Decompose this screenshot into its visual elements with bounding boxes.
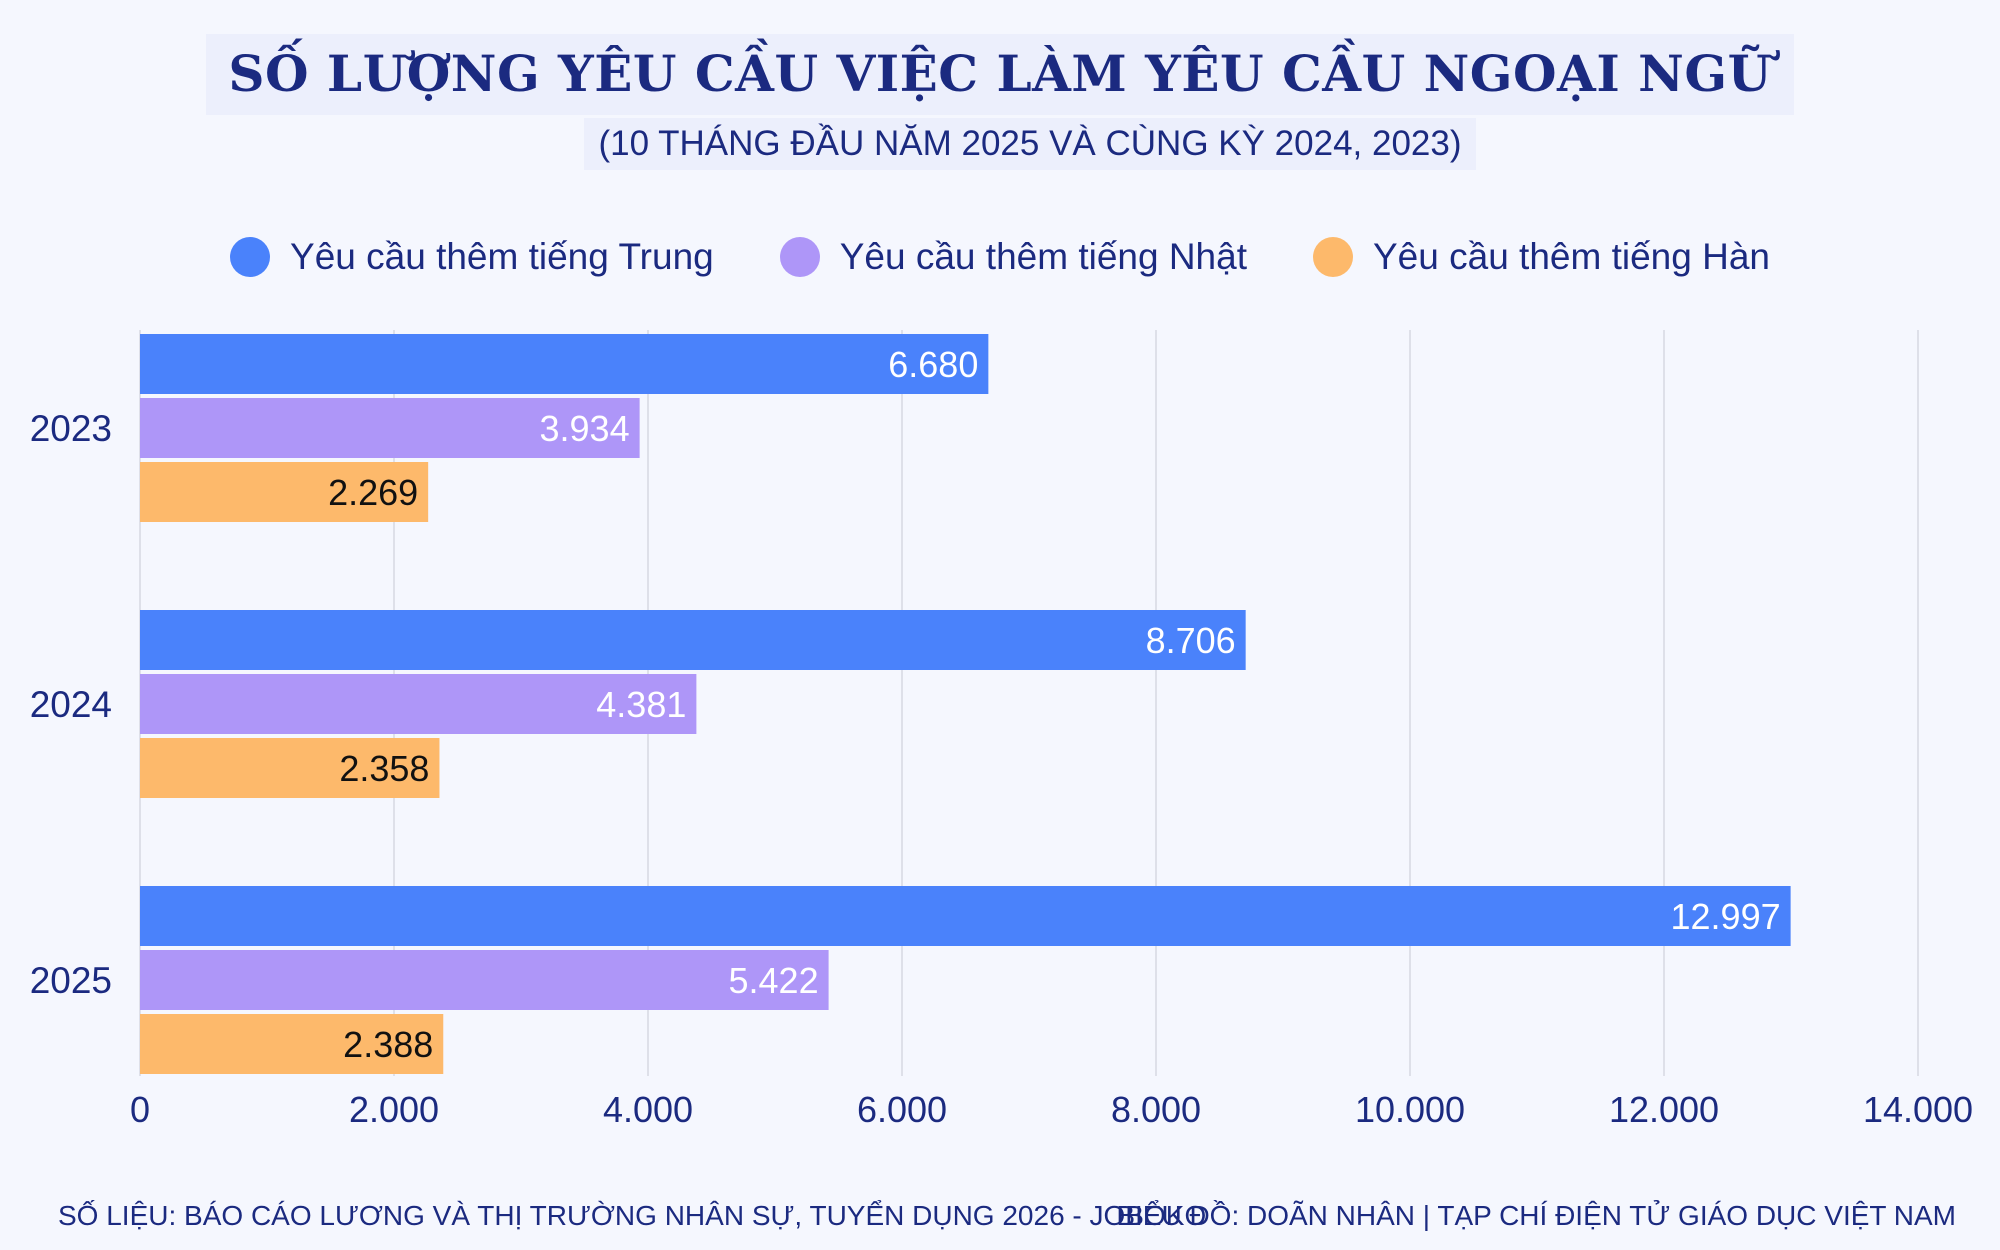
bar: [140, 1014, 444, 1074]
bar: [140, 398, 640, 458]
legend-label-han: Yêu cầu thêm tiếng Hàn: [1373, 236, 1770, 277]
x-tick-label: 0: [130, 1089, 150, 1130]
legend-label-nhat: Yêu cầu thêm tiếng Nhật: [839, 236, 1247, 277]
y-category-label: 2025: [30, 960, 112, 1001]
x-tick-label: 12.000: [1609, 1089, 1719, 1130]
bar-value-label: 4.381: [596, 684, 686, 725]
footer-source: SỐ LIỆU: BÁO CÁO LƯƠNG VÀ THỊ TRƯỜNG NHÂ…: [58, 1200, 1207, 1231]
x-tick-label: 8.000: [1111, 1089, 1201, 1130]
legend-swatch-trung: [230, 237, 271, 277]
bar: [140, 334, 989, 394]
footer-credit: BIỂU ĐỒ: DOÃN NHÂN | TẠP CHÍ ĐIỆN TỬ GIÁ…: [1116, 1200, 1956, 1231]
bar-value-label: 2.269: [328, 472, 418, 513]
title-block: SỐ LƯỢNG YÊU CẦU VIỆC LÀM YÊU CẦU NGOẠI …: [0, 34, 2000, 115]
x-tick-label: 4.000: [603, 1089, 693, 1130]
bar-value-label: 12.997: [1671, 896, 1781, 937]
legend-swatch-nhat: [779, 237, 820, 277]
bar-chart: 0 2.000 4.000 6.000 8.000 10.000 12.000 14.000 6…: [30, 330, 1973, 1130]
x-tick-label: 14.000: [1863, 1089, 1973, 1130]
chart-subtitle: (10 THÁNG ĐẦU NĂM 2025 VÀ CÙNG KỲ 2024, …: [584, 118, 1476, 170]
x-tick-label: 6.000: [857, 1089, 947, 1130]
chart-title: SỐ LƯỢNG YÊU CẦU VIỆC LÀM YÊU CẦU NGOẠI …: [206, 34, 1794, 115]
bar-value-label: 6.680: [888, 344, 978, 385]
bar: [140, 950, 829, 1010]
bar: [140, 674, 697, 734]
y-category-label: 2024: [30, 684, 112, 725]
bar-value-label: 8.706: [1146, 620, 1236, 661]
bar: [140, 886, 1791, 946]
bar: [140, 738, 440, 798]
x-tick-label: 10.000: [1355, 1089, 1465, 1130]
legend-item-han: Yêu cầu thêm tiếng Hàn: [1313, 236, 1770, 278]
bar-value-label: 3.934: [540, 408, 630, 449]
legend-item-trung: Yêu cầu thêm tiếng Trung: [230, 236, 714, 278]
y-category-label: 2023: [30, 408, 112, 449]
bar-value-label: 2.358: [339, 748, 429, 789]
bar: [140, 462, 429, 522]
bar-value-label: 5.422: [729, 960, 819, 1001]
legend-item-nhat: Yêu cầu thêm tiếng Nhật: [779, 236, 1247, 278]
subtitle-block: (10 THÁNG ĐẦU NĂM 2025 VÀ CÙNG KỲ 2024, …: [0, 118, 2000, 170]
legend-label-trung: Yêu cầu thêm tiếng Trung: [290, 236, 714, 277]
bar: [140, 610, 1246, 670]
legend: Yêu cầu thêm tiếng Trung Yêu cầu thêm ti…: [0, 236, 2000, 278]
legend-swatch-han: [1313, 237, 1353, 277]
bar-value-label: 2.388: [343, 1024, 433, 1065]
x-tick-label: 2.000: [349, 1089, 439, 1130]
